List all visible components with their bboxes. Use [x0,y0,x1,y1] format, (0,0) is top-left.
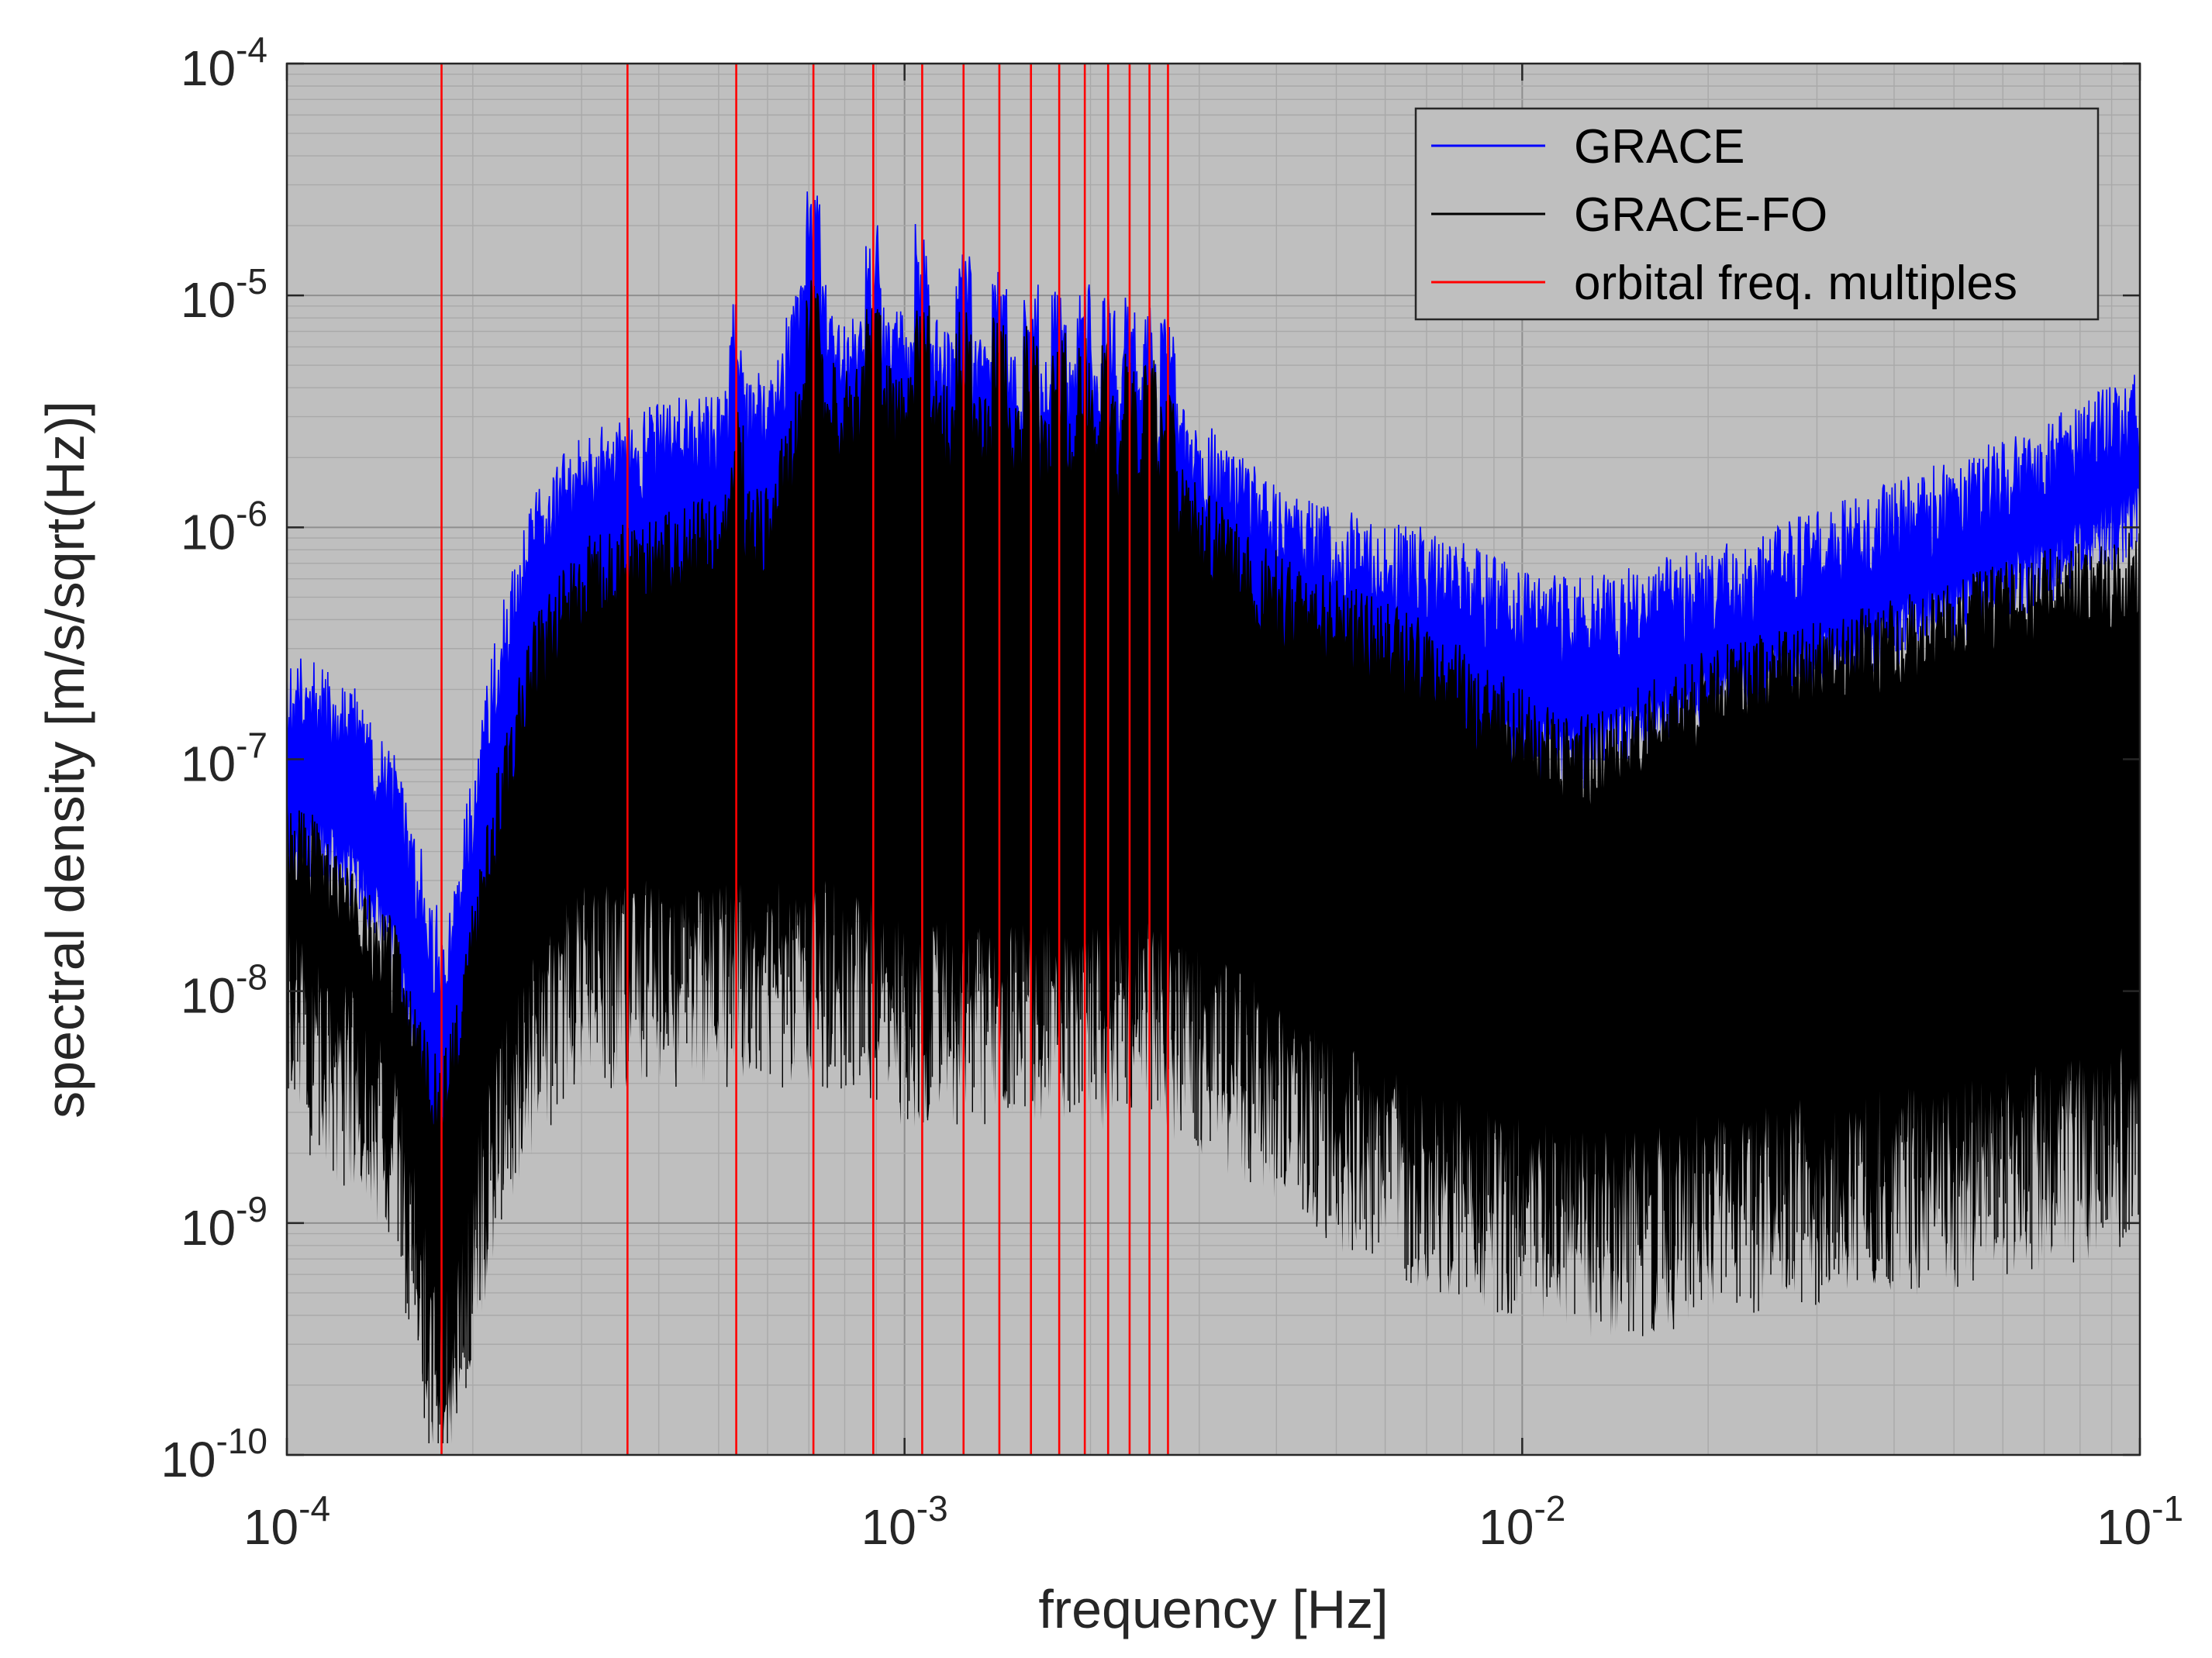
x-tick-label: 10-1 [2096,1488,2183,1555]
legend-label-grace-fo: GRACE-FO [1574,188,1827,242]
y-tick-label: 10-7 [181,726,267,792]
y-tick-label: 10-9 [181,1189,267,1256]
axis-ticks: 10-4 10-3 10-2 10-1 10-10 10-9 10-8 10-7 10-6 10-… [160,29,2183,1555]
y-tick-label: 10-10 [160,1421,267,1487]
series-spikes-grace-fo [287,295,2140,1443]
series-line-grace [287,187,2140,1010]
y-tick-label: 10-8 [181,957,267,1024]
legend-label-grace: GRACE [1574,120,1744,174]
x-axis-label: frequency [Hz] [1038,1579,1388,1639]
y-axis-label: spectral density [m/s/sqrt(Hz)] [35,401,95,1119]
y-tick-label: 10-5 [181,261,267,328]
data-series [287,64,2140,1455]
x-tick-label: 10-2 [1479,1488,1565,1555]
y-tick-label: 10-6 [181,493,267,560]
y-tick-label: 10-4 [181,29,267,96]
x-tick-label: 10-3 [861,1488,948,1555]
x-tick-label: 10-4 [243,1488,330,1555]
series-grace-fo [287,280,2140,1444]
legend-label-orbital: orbital freq. multiples [1574,257,2017,310]
series-line-grace-fo [287,280,2140,1152]
legend: GRACE GRACE-FO orbital freq. multiples [1414,107,2100,321]
orbital-frequency-lines [440,64,1169,1455]
